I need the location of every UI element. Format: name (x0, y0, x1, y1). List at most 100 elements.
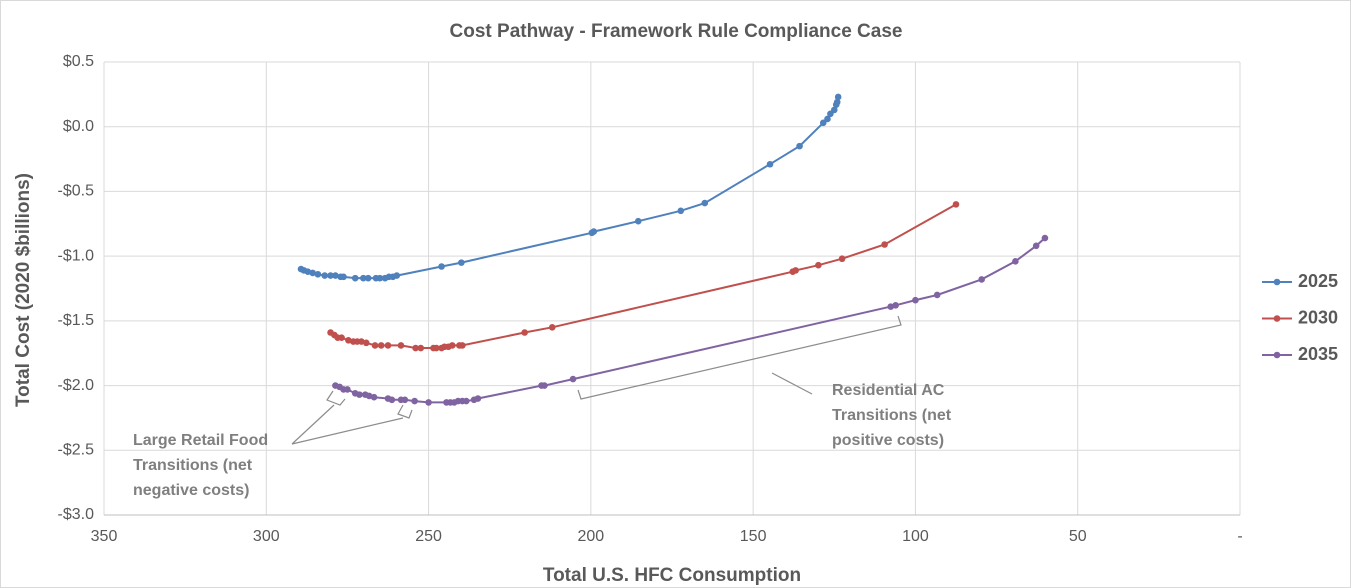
data-point (412, 344, 419, 352)
data-point (933, 291, 941, 299)
data-point (824, 115, 831, 123)
data-point (462, 397, 470, 405)
annotation-lines (291, 315, 902, 445)
legend-label: 2025 (1298, 271, 1338, 291)
data-point (344, 386, 351, 393)
data-point (370, 393, 378, 401)
data-point (309, 269, 316, 277)
data-point (474, 395, 482, 402)
data-point (521, 329, 528, 336)
data-point (815, 261, 822, 269)
data-point (834, 93, 842, 101)
data-point (393, 272, 401, 279)
legend-label: 2035 (1298, 344, 1338, 364)
annotation-ac: Residential AC Transitions (net positive… (832, 382, 952, 449)
data-point (388, 396, 396, 404)
x-tick-label: - (1237, 528, 1242, 545)
data-point (881, 241, 888, 248)
data-point (417, 344, 425, 352)
y-tick-label: -$1.5 (58, 312, 95, 329)
data-point (356, 391, 363, 398)
bracket (397, 404, 413, 419)
data-point (338, 334, 345, 341)
y-tick-label: -$1.0 (58, 247, 95, 264)
data-point (448, 342, 456, 349)
legend-label: 2030 (1298, 307, 1338, 327)
data-point (830, 106, 838, 114)
plot-area: $0.5 $0.0 -$0.5 -$1.0 -$1.5 -$2.0 -$2.5 -$3.0 35… (58, 53, 1243, 545)
data-point (569, 375, 577, 383)
x-tick-label: 300 (253, 528, 280, 545)
y-tick-label: $0.0 (63, 118, 94, 135)
data-point (332, 272, 339, 279)
data-point (590, 228, 598, 235)
data-point (912, 296, 919, 304)
x-axis-title: Total U.S. HFC Consumption (543, 565, 801, 586)
x-tick-label: 350 (91, 528, 118, 545)
x-tick-label: 150 (740, 528, 767, 545)
data-point (362, 339, 370, 347)
data-point (1032, 242, 1040, 250)
data-point (548, 324, 556, 331)
data-point (766, 160, 774, 168)
data-point (438, 263, 445, 270)
data-point (340, 273, 347, 281)
data-point (677, 207, 685, 215)
data-point (1041, 234, 1049, 242)
y-tick-label: -$3.0 (58, 506, 95, 523)
data-point (952, 201, 960, 208)
y-tick-label: -$2.5 (58, 442, 95, 459)
data-point (541, 382, 548, 389)
bracket (326, 390, 346, 406)
data-point (459, 342, 466, 349)
data-point (371, 342, 379, 349)
annotation-text: negative costs) (133, 482, 249, 499)
annotation-text: Large Retail Food (133, 432, 268, 449)
legend-marker (1273, 351, 1281, 359)
y-tick-label: -$2.0 (58, 377, 95, 394)
annotation-text: positive costs) (832, 432, 944, 449)
data-point (321, 272, 329, 279)
data-point (376, 274, 384, 282)
data-point (327, 272, 334, 279)
data-point (433, 344, 440, 352)
data-point (796, 142, 803, 150)
data-point (377, 342, 385, 349)
data-point (384, 342, 392, 349)
legend-marker (1273, 315, 1281, 322)
data-point (1012, 258, 1019, 265)
data-point (833, 98, 841, 106)
chart-title: Cost Pathway - Framework Rule Compliance… (450, 21, 903, 42)
x-tick-label: 200 (578, 528, 605, 545)
leader-line (771, 372, 813, 395)
data-point (411, 397, 418, 405)
annotation-text: Residential AC (832, 382, 945, 399)
data-point (351, 274, 359, 282)
data-point (792, 267, 799, 274)
x-tick-label: 100 (902, 528, 929, 545)
y-tick-label: $0.5 (63, 53, 94, 70)
data-point (701, 199, 709, 207)
bracket (577, 315, 902, 400)
annotation-text: Transitions (net (133, 457, 253, 474)
data-point (360, 274, 367, 282)
data-point (819, 119, 827, 127)
legend-marker (1273, 278, 1281, 286)
data-point (838, 255, 846, 263)
data-point (314, 270, 322, 278)
x-tick-label: 250 (415, 528, 442, 545)
y-axis-title: Total Cost (2020 $billions) (13, 173, 34, 407)
x-tick-label: 50 (1069, 528, 1087, 545)
data-point (401, 396, 409, 404)
data-point (397, 342, 405, 349)
data-point (425, 399, 432, 406)
y-tick-label: -$0.5 (58, 183, 95, 200)
data-point (892, 302, 899, 309)
data-point (458, 259, 465, 266)
data-point (978, 276, 985, 283)
annotation-text: Transitions (net (832, 407, 952, 424)
annotation-food: Large Retail Food Transitions (net negat… (133, 432, 268, 499)
data-point (634, 217, 642, 225)
